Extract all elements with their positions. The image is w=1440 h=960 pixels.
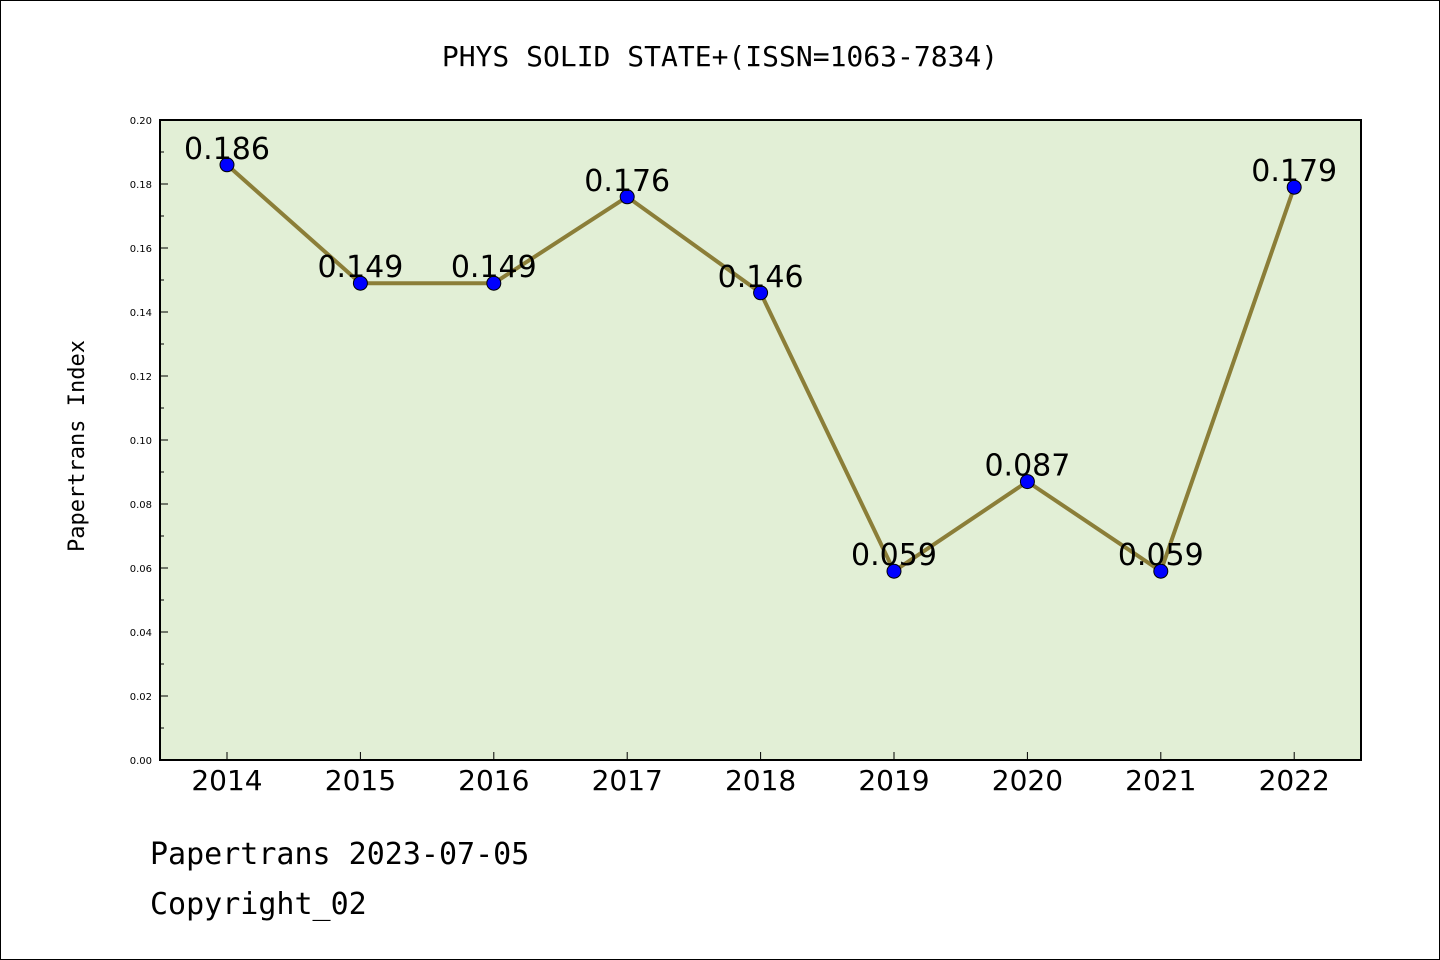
x-tick-label: 2020 [992, 764, 1063, 797]
y-tick-label: 0.18 [130, 180, 152, 191]
y-tick-label: 0.10 [130, 436, 152, 447]
y-tick-label: 0.04 [130, 628, 152, 639]
data-point [886, 563, 902, 579]
data-label: 0.186 [184, 132, 270, 167]
x-tick-label: 2018 [725, 764, 796, 797]
y-tick-label: 0.16 [130, 244, 152, 255]
y-tick-label: 0.12 [130, 372, 152, 383]
x-axis: 2014 2015 2016 2017 2018 2019 2020 2021 2022 [191, 752, 1330, 797]
data-point [1153, 563, 1169, 579]
data-label: 0.179 [1251, 154, 1337, 189]
chart-title: PHYS SOLID STATE+(ISSN=1063-7834) [442, 40, 998, 73]
data-label: 0.087 [984, 449, 1070, 484]
x-tick-label: 2015 [325, 764, 396, 797]
data-label: 0.146 [718, 260, 804, 295]
y-axis-label: Papertrans Index [65, 340, 90, 552]
x-tick-label: 2016 [458, 764, 529, 797]
x-tick-label: 2021 [1125, 764, 1196, 797]
y-tick-label: 0.20 [130, 116, 152, 127]
footer-date: Papertrans 2023-07-05 [150, 837, 529, 872]
y-tick-label: 0.06 [130, 564, 152, 575]
plot-area [160, 120, 1361, 760]
x-tick-label: 2014 [191, 764, 262, 797]
data-label: 0.059 [1118, 538, 1204, 573]
marker-group [219, 157, 1302, 579]
y-tick-label: 0.08 [130, 500, 152, 511]
x-tick-label: 2017 [592, 764, 663, 797]
plot-border [159, 119, 1362, 761]
data-point [352, 275, 368, 291]
x-tick-label: 2022 [1259, 764, 1330, 797]
data-label-group: 0.186 0.149 0.149 0.176 0.146 0.059 0.087 0.059… [184, 132, 1337, 573]
y-tick-label: 0.14 [130, 308, 152, 319]
data-label: 0.149 [317, 250, 403, 285]
y-tick-label: 0.02 [130, 692, 152, 703]
y-axis: 0.00 0.02 0.04 0.06 0.08 0.10 0.12 0.14 0.16 0.18… [130, 116, 168, 767]
footer-copyright: Copyright_02 [150, 887, 367, 922]
x-tick-label: 2019 [858, 764, 929, 797]
data-point [486, 275, 502, 291]
data-point [1286, 179, 1302, 195]
y-tick-label: 0.00 [130, 756, 152, 767]
data-label: 0.059 [851, 538, 937, 573]
data-point [1019, 474, 1035, 490]
data-label: 0.149 [451, 250, 537, 285]
data-point [619, 189, 635, 205]
data-label: 0.176 [584, 164, 670, 199]
data-point [219, 157, 235, 173]
data-point [753, 285, 769, 301]
